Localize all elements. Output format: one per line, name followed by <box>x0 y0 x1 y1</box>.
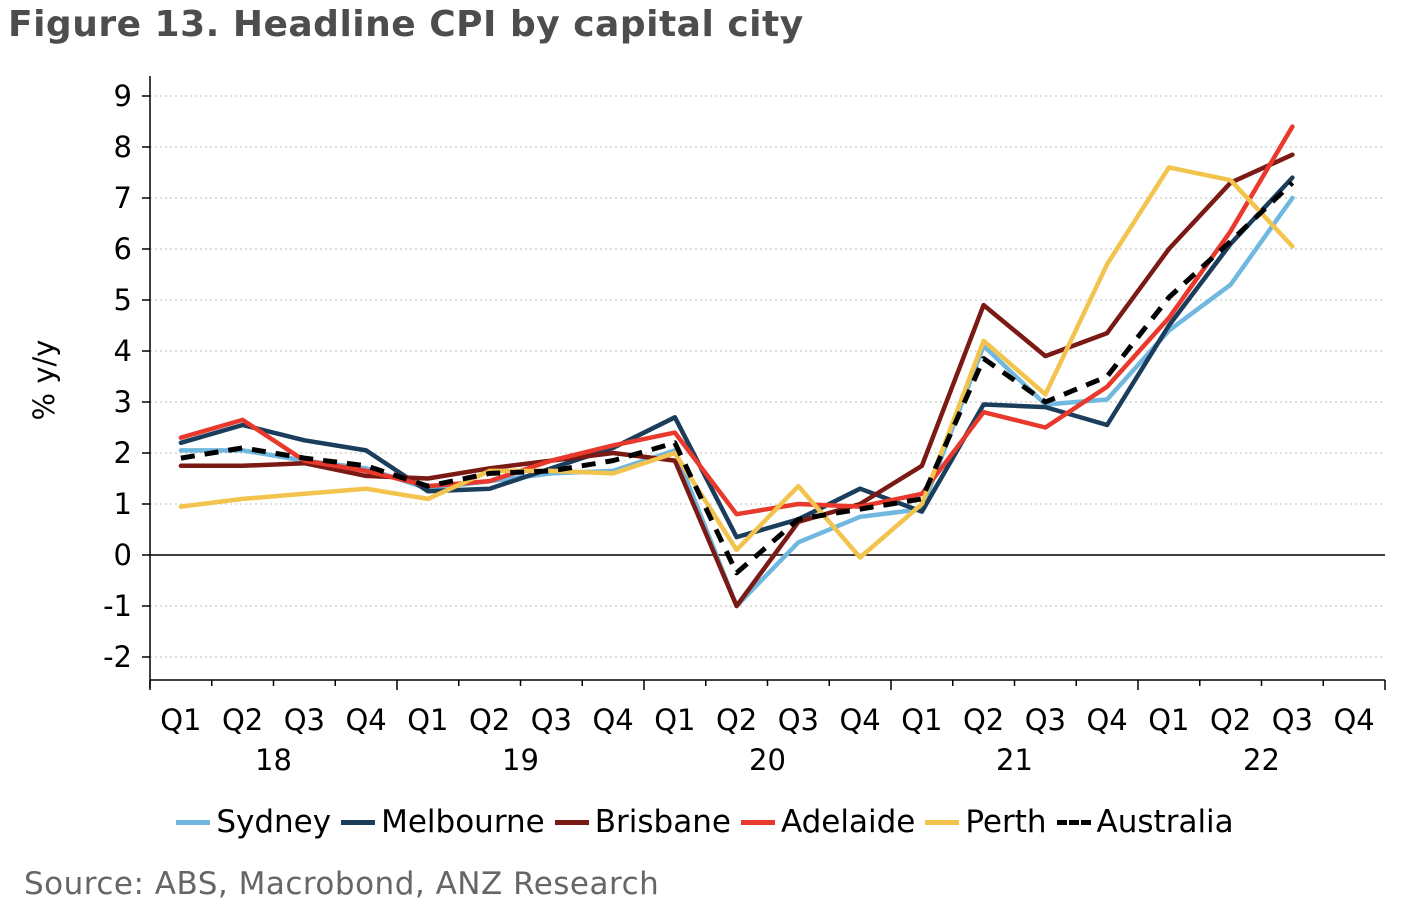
x-year-label: 19 <box>502 743 539 777</box>
legend-item-perth: Perth <box>925 804 1047 840</box>
gridlines <box>150 95 1385 658</box>
axes <box>142 76 1386 690</box>
x-quarter-label: Q2 <box>1210 703 1251 737</box>
legend-label: Australia <box>1096 804 1234 840</box>
legend-swatch <box>341 819 376 825</box>
x-year-label: 22 <box>1243 743 1280 777</box>
chart-title: Figure 13. Headline CPI by capital city <box>8 4 804 45</box>
x-quarter-label: Q3 <box>778 703 819 737</box>
x-quarter-label: Q4 <box>1333 703 1374 737</box>
y-tick-label: 9 <box>114 79 132 113</box>
y-tick-label: 1 <box>114 487 132 521</box>
legend-label: Sydney <box>216 804 332 840</box>
series-line-brisbane <box>178 152 1295 609</box>
legend-item-australia: Australia <box>1056 804 1234 840</box>
series-line-melbourne <box>178 175 1295 540</box>
x-quarter-label: Q4 <box>345 703 386 737</box>
y-tick-label: 8 <box>114 130 132 164</box>
y-tick-label: 7 <box>114 181 132 215</box>
legend-swatch <box>176 819 211 825</box>
y-tick-label: 0 <box>114 538 132 572</box>
x-quarter-label: Q1 <box>654 703 695 737</box>
x-quarter-label: Q2 <box>469 703 510 737</box>
y-tick-label: -2 <box>103 640 132 674</box>
series-lines <box>178 124 1295 609</box>
x-quarter-label: Q4 <box>839 703 880 737</box>
x-quarter-label: Q2 <box>716 703 757 737</box>
x-quarter-label: Q4 <box>592 703 633 737</box>
x-quarter-label: Q2 <box>222 703 263 737</box>
legend-label: Melbourne <box>381 804 545 840</box>
x-quarter-label: Q1 <box>1148 703 1189 737</box>
legend-swatch <box>740 819 775 825</box>
y-tick-label: -1 <box>103 589 132 623</box>
y-axis-label: % y/y <box>27 340 61 421</box>
legend-item-melbourne: Melbourne <box>341 804 545 840</box>
legend-swatch <box>925 819 960 825</box>
series-line-adelaide <box>178 124 1295 517</box>
source-note: Source: ABS, Macrobond, ANZ Research <box>24 866 660 902</box>
series-line-australia <box>180 180 1295 576</box>
x-quarter-label: Q3 <box>1272 703 1313 737</box>
legend-swatch <box>1056 819 1091 825</box>
legend: Sydney Melbourne Brisbane Adelaide Perth Aust… <box>0 804 1410 840</box>
x-quarter-label: Q2 <box>963 703 1004 737</box>
legend-label: Adelaide <box>780 804 916 840</box>
legend-item-adelaide: Adelaide <box>740 804 916 840</box>
x-quarter-label: Q3 <box>284 703 325 737</box>
legend-label: Perth <box>965 804 1047 840</box>
x-year-label: 20 <box>749 743 786 777</box>
legend-label: Brisbane <box>594 804 731 840</box>
x-quarter-label: Q4 <box>1086 703 1127 737</box>
x-quarter-label: Q1 <box>160 703 201 737</box>
legend-item-sydney: Sydney <box>176 804 331 840</box>
x-year-label: 18 <box>255 743 292 777</box>
y-tick-label: 4 <box>114 334 132 368</box>
legend-item-brisbane: Brisbane <box>554 804 731 840</box>
x-quarter-label: Q3 <box>1025 703 1066 737</box>
x-quarter-label: Q1 <box>407 703 448 737</box>
axis-labels: -2 -1 0 1 2 3 4 5 6 7 8 9 Q1 Q2 Q3 Q4 Q1 Q2 Q3 Q4 Q1 Q2 Q3 Q4 Q1… <box>27 79 1375 777</box>
x-year-label: 21 <box>996 743 1033 777</box>
y-tick-label: 6 <box>114 232 132 266</box>
x-quarter-label: Q1 <box>901 703 942 737</box>
legend-swatch <box>554 819 589 825</box>
y-tick-label: 5 <box>114 283 132 317</box>
x-quarter-label: Q3 <box>531 703 572 737</box>
y-tick-label: 2 <box>114 436 132 470</box>
y-tick-label: 3 <box>114 385 132 419</box>
series-line-perth <box>178 165 1295 560</box>
